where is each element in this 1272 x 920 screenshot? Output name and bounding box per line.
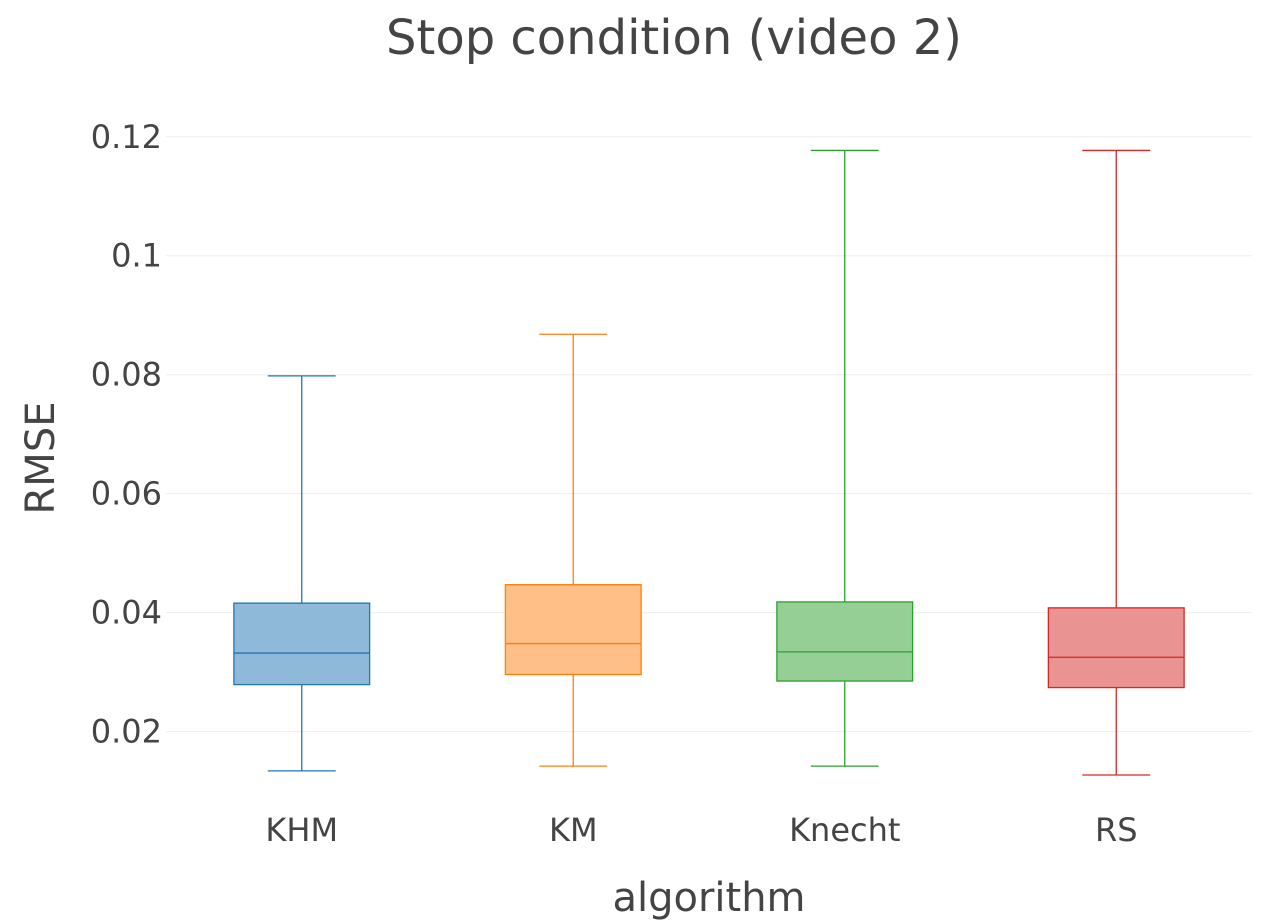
y-tick-label: 0.06 [91,475,162,513]
box-knecht [776,149,914,767]
x-axis-title: algorithm [612,875,805,920]
boxes [233,149,1185,776]
y-tick-labels: 0.02 0.04 0.06 0.08 0.1 0.12 [91,118,162,751]
x-tick-label: RS [1095,811,1138,849]
x-tick-label: Knecht [789,811,900,849]
box-khm [233,375,371,772]
y-tick-label: 0.02 [91,713,162,751]
y-axis-title: RMSE [18,402,64,515]
y-tick-label: 0.1 [111,237,162,275]
box-rs [1047,149,1185,776]
y-tick-label: 0.04 [91,594,162,632]
y-tick-label: 0.08 [91,356,162,394]
chart-title: Stop condition (video 2) [386,10,962,66]
x-tick-label: KM [549,811,598,849]
x-tick-labels: KHM KM Knecht RS [265,811,1137,849]
iqr-box [776,601,914,682]
y-tick-label: 0.12 [91,118,162,156]
iqr-box [1047,607,1185,689]
box-km [504,333,642,767]
x-tick-label: KHM [265,811,338,849]
iqr-box [504,584,642,676]
iqr-box [233,602,371,686]
